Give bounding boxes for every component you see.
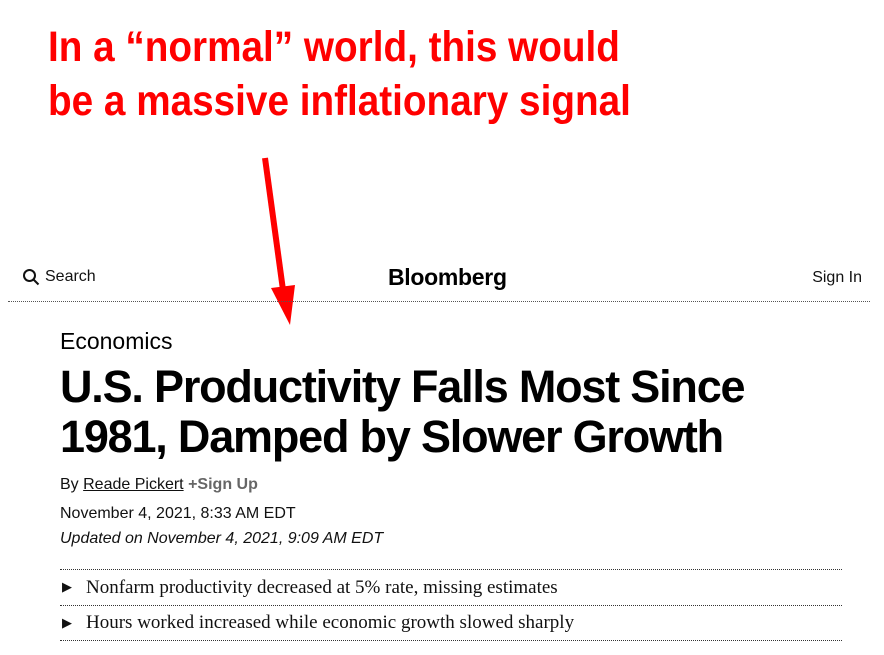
article-category[interactable]: Economics: [60, 328, 173, 354]
article-summary-bullets: ▶ Nonfarm productivity decreased at 5% r…: [60, 569, 842, 641]
author-sign-up-button[interactable]: +Sign Up: [188, 476, 258, 493]
annotation-line-2: be a massive inflationary signal: [48, 77, 631, 125]
list-item: ▶ Hours worked increased while economic …: [60, 605, 842, 641]
author-link[interactable]: Reade Pickert: [83, 476, 184, 493]
search-label: Search: [45, 268, 96, 285]
bullet-text: Hours worked increased while economic gr…: [86, 612, 575, 633]
article-headline: U.S. Productivity Falls Most Since 1981,…: [60, 362, 860, 462]
annotation-text: In a “normal” world, this would be a mas…: [48, 20, 786, 128]
headline-line-1: U.S. Productivity Falls Most Since: [60, 361, 746, 412]
bullet-text: Nonfarm productivity decreased at 5% rat…: [86, 576, 558, 598]
published-date: November 4, 2021, 8:33 AM EDT: [60, 505, 296, 522]
list-item: ▶ Nonfarm productivity decreased at 5% r…: [60, 569, 842, 605]
sign-in-link[interactable]: Sign In: [812, 269, 862, 286]
updated-date: Updated on November 4, 2021, 9:09 AM EDT: [60, 530, 384, 547]
bloomberg-logo[interactable]: Bloomberg: [388, 264, 507, 290]
annotation-line-1: In a “normal” world, this would: [48, 23, 620, 71]
site-header: Search Bloomberg Sign In: [8, 262, 870, 302]
byline: By Reade Pickert +Sign Up: [60, 476, 258, 494]
triangle-bullet-icon: ▶: [62, 580, 72, 595]
search-button[interactable]: Search: [22, 268, 96, 286]
byline-prefix: By: [60, 476, 79, 493]
search-icon: [23, 269, 40, 286]
triangle-bullet-icon: ▶: [62, 615, 72, 631]
headline-line-2: 1981, Damped by Slower Growth: [60, 411, 724, 462]
